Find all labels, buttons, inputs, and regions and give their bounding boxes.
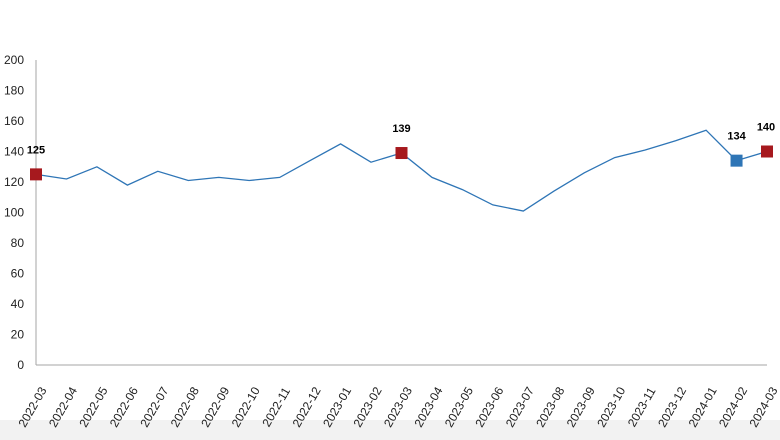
data-label: 125 — [27, 144, 45, 156]
highlight-marker — [730, 154, 743, 167]
y-tick-label: 180 — [4, 84, 24, 98]
y-tick-label: 60 — [11, 267, 25, 281]
y-tick-label: 100 — [4, 206, 24, 220]
y-tick-label: 20 — [11, 328, 25, 342]
highlight-marker — [30, 168, 42, 181]
highlight-marker — [761, 145, 773, 158]
highlight-marker — [395, 147, 408, 160]
y-tick-label: 40 — [11, 297, 25, 311]
y-tick-label: 0 — [17, 358, 24, 372]
y-tick-label: 80 — [11, 236, 25, 250]
y-tick-label: 200 — [4, 53, 24, 67]
data-label: 134 — [727, 131, 746, 143]
bottom-band — [0, 420, 780, 440]
y-tick-label: 120 — [4, 175, 24, 189]
y-tick-label: 160 — [4, 114, 24, 128]
data-label: 139 — [392, 123, 410, 135]
series-line — [35, 129, 768, 212]
y-tick-label: 140 — [4, 145, 24, 159]
data-label: 140 — [757, 122, 775, 134]
